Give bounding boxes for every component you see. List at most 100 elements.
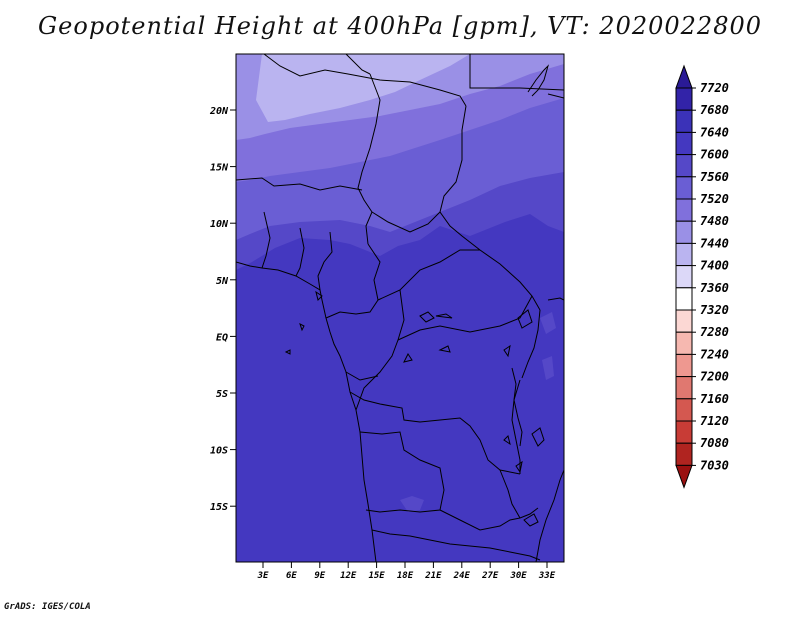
- country-border: [236, 177, 363, 191]
- colorbar-swatch: [675, 376, 693, 400]
- colorbar-swatch: [675, 220, 693, 244]
- lake-outline: [438, 345, 451, 353]
- colorbar-label: 7720: [700, 81, 729, 95]
- lake-outline: [517, 309, 533, 329]
- colorbar-swatch: [675, 442, 693, 466]
- country-border: [499, 469, 521, 519]
- latitude-axis: 20N 15N 10N 5N EQ 5S 10S 15S: [209, 106, 236, 513]
- colorbar-label: 7280: [700, 325, 729, 339]
- country-border: [345, 371, 379, 381]
- lon-label: 15E: [368, 571, 385, 581]
- colorbar-label: 7360: [700, 281, 729, 295]
- lake-outline: [419, 311, 435, 323]
- country-border: [521, 309, 541, 379]
- highland-patch: [400, 496, 424, 512]
- coastline: [236, 261, 377, 562]
- lake-outline: [503, 344, 511, 358]
- coastline: [527, 64, 550, 97]
- lake-outline: [435, 313, 453, 319]
- lon-label: 12E: [340, 571, 357, 581]
- lake-outline: [511, 367, 523, 447]
- colorbar-label: 7440: [700, 236, 729, 250]
- map-frame: [235, 53, 565, 563]
- lon-label: 3E: [257, 571, 269, 581]
- lon-label: 18E: [397, 571, 414, 581]
- colorbar-label: 7640: [700, 125, 729, 139]
- lon-label: 21E: [424, 571, 442, 581]
- colorbar-swatch: [675, 309, 693, 333]
- lat-label: 5S: [216, 389, 228, 400]
- coastline: [535, 469, 564, 562]
- country-border: [261, 211, 271, 269]
- lat-label: 10N: [210, 219, 229, 230]
- country-border: [357, 73, 381, 245]
- colorbar-swatch: [675, 398, 693, 422]
- colorbar-label: 7560: [700, 170, 729, 184]
- coastline: [284, 349, 291, 355]
- lon-label: 9E: [314, 571, 325, 581]
- lake-outline: [515, 460, 523, 474]
- colorbar-top-arrow: [675, 64, 693, 89]
- lat-label: EQ: [216, 332, 228, 343]
- country-border: [377, 249, 480, 301]
- colorbar-swatch: [675, 109, 693, 133]
- country-border: [317, 231, 333, 291]
- highland-patch: [542, 356, 554, 380]
- country-border: [439, 507, 539, 531]
- lat-label: 15N: [210, 163, 229, 174]
- coastline: [299, 323, 305, 332]
- colorbar-swatch: [675, 420, 693, 444]
- colorbar-label: 7200: [700, 370, 729, 384]
- lake-outline: [523, 513, 539, 527]
- coastline: [315, 290, 323, 301]
- country-border: [345, 54, 371, 75]
- country-border: [355, 289, 405, 411]
- colorbar-label: 7320: [700, 303, 729, 317]
- coastline: [547, 93, 564, 99]
- country-border: [371, 211, 441, 233]
- colorbar: 7720 7680 7640 7600 7560 7520 7480 7440 7400 7360…: [675, 64, 729, 489]
- lon-label: 33E: [538, 571, 556, 581]
- country-border: [263, 54, 467, 107]
- map-title: Geopotential Height at 400hPa [gpm], VT:…: [38, 12, 762, 40]
- country-border: [469, 54, 564, 91]
- colorbar-label: 7080: [700, 436, 729, 450]
- colorbar-swatch: [675, 242, 693, 267]
- colorbar-swatch: [675, 265, 693, 289]
- lat-label: 5N: [216, 276, 229, 287]
- colorbar-swatch: [675, 154, 693, 178]
- colorbar-swatch: [675, 287, 693, 311]
- colorbar-label: 7120: [700, 414, 729, 428]
- colorbar-swatch: [675, 353, 693, 378]
- colorbar-label: 7520: [700, 192, 729, 206]
- country-border: [295, 227, 305, 277]
- colorbar-label: 7400: [700, 259, 729, 273]
- colorbar-swatch: [675, 198, 693, 222]
- country-border: [547, 297, 564, 301]
- lon-label: 24E: [453, 571, 471, 581]
- country-border: [371, 529, 541, 561]
- lat-label: 10S: [210, 446, 228, 457]
- field-band-7440: [256, 54, 470, 122]
- colorbar-label: 7680: [700, 103, 729, 117]
- highland-patch: [540, 312, 556, 334]
- coastline: [503, 435, 511, 446]
- colorbar-swatch: [675, 176, 693, 200]
- longitude-axis: 3E 6E 9E 12E 15E 18E 21E 24E 27E 30E 33E: [257, 562, 556, 581]
- lake-outline: [403, 353, 413, 363]
- colorbar-label: 7160: [700, 392, 729, 406]
- country-border: [439, 105, 541, 311]
- lon-label: 6E: [286, 571, 297, 581]
- country-border: [359, 431, 445, 513]
- lon-label: 27E: [481, 571, 499, 581]
- lat-label: 15S: [210, 502, 228, 513]
- colorbar-label: 7480: [700, 214, 729, 228]
- colorbar-label: 7600: [700, 148, 729, 162]
- colorbar-swatch: [675, 331, 693, 355]
- lon-label: 30E: [509, 571, 527, 581]
- credit-label: GrADS: IGES/COLA: [4, 602, 91, 612]
- lake-outline: [531, 427, 545, 447]
- country-border: [349, 391, 521, 475]
- boundaries: [236, 54, 564, 562]
